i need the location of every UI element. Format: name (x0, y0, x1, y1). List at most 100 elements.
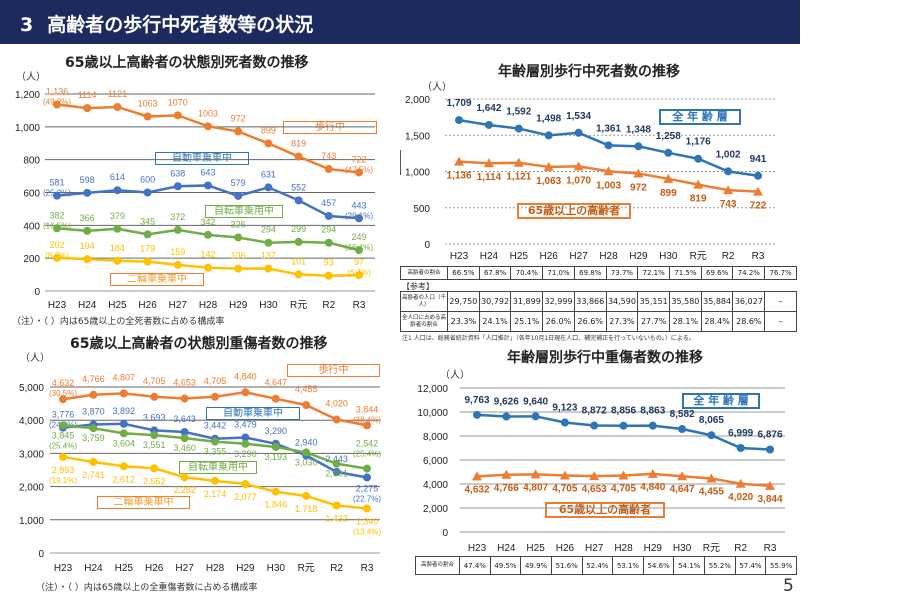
cell: 66.5% (447, 266, 480, 280)
data-point (663, 173, 674, 183)
data-point (619, 421, 628, 430)
legend-bicycle: 自転車乗用中 (205, 205, 283, 218)
data-point (363, 473, 371, 482)
data-label: 3,870 (82, 407, 105, 417)
y-tick-label: 4,000 (423, 480, 448, 491)
chart-3: 0 500 1,000 1,500 2,000 H23 H24 H25 H26 H27 H28 H29… (405, 95, 775, 262)
data-label: 1070 (168, 97, 188, 107)
chart1-unit: （人） (16, 72, 46, 83)
data-label: 3,759 (82, 433, 105, 443)
data-label: 722 (351, 154, 366, 164)
data-point (502, 412, 511, 421)
x-tick-label: H26 (138, 300, 157, 311)
y-tick-label: 1,500 (405, 131, 430, 142)
data-point (647, 468, 658, 478)
x-tick-label: H29 (629, 251, 648, 262)
data-label: 3,030 (295, 457, 318, 467)
y-tick-label: 3,000 (19, 449, 44, 460)
data-label: 9,123 (552, 403, 577, 414)
x-tick-label: H23 (48, 300, 67, 311)
data-label: 1,258 (656, 131, 681, 142)
data-point (664, 148, 673, 157)
chart1-title: 65歳以上高齢者の状態別死者数の推移 (65, 55, 309, 71)
data-point (332, 467, 341, 476)
x-tick-label: H26 (556, 543, 575, 554)
cell: 26.0% (542, 311, 575, 332)
y-tick-label: 600 (23, 189, 40, 200)
data-point (119, 429, 128, 438)
legend-walking: 歩行中 (283, 121, 377, 134)
data-point (363, 504, 371, 513)
table-row: 全人口に占める高齢者の割合 23.3% 24.1% 25.1% 26.0% 26.6% 2… (400, 311, 797, 332)
percent-label: (13.4%) (353, 528, 381, 537)
data-label: 8,863 (640, 406, 665, 417)
data-point (83, 255, 92, 264)
data-label: 294 (261, 225, 276, 235)
y-tick-label: 0 (424, 240, 430, 251)
row-label: 全人口に占める高齢者の割合 (400, 311, 448, 332)
data-point (53, 191, 61, 200)
data-label: 643 (200, 167, 215, 177)
data-label: 552 (291, 182, 306, 192)
data-label: 137 (261, 251, 276, 261)
data-label: 1,718 (295, 504, 318, 514)
y-tick-label: 5,000 (19, 383, 44, 394)
data-point (324, 238, 333, 247)
x-tick-label: H30 (259, 300, 278, 311)
data-point (736, 444, 745, 453)
data-label: 1,642 (476, 103, 501, 114)
x-tick-label: H27 (585, 543, 604, 554)
x-tick-label: H25 (510, 251, 529, 262)
data-point (604, 141, 613, 150)
data-point (241, 433, 250, 442)
data-point (271, 394, 280, 403)
data-label: 4,705 (204, 376, 227, 386)
data-point (589, 471, 600, 481)
data-point (332, 415, 341, 424)
chart-1: 0 200 400 600 800 1,000 1,200 H23 H24 H25 H26 H27 H2… (15, 87, 375, 311)
data-point (173, 111, 182, 120)
y-tick-label: 12,000 (417, 384, 448, 395)
data-label: 2,542 (356, 439, 379, 449)
data-label: 581 (49, 178, 64, 188)
data-point (754, 171, 762, 180)
series-line (476, 413, 771, 451)
data-label: 3,604 (113, 438, 136, 448)
y-tick-label: 0 (442, 528, 448, 539)
section-title: 高齢者の歩行中死者数等の状況 (47, 14, 314, 36)
data-label: 2,282 (173, 485, 196, 495)
y-tick-label: 0 (38, 549, 44, 560)
data-label: 2,443 (325, 454, 348, 464)
percent-label: (29.1%) (345, 211, 373, 220)
x-tick-label: H28 (614, 543, 633, 554)
data-label: 2,940 (295, 437, 318, 447)
percent-label: (16.5%) (43, 221, 71, 230)
data-point (143, 230, 152, 239)
data-label: 600 (140, 175, 155, 185)
x-tick-label: R元 (690, 251, 707, 262)
row-label: 高齢者の割合 (400, 266, 448, 280)
data-point (678, 425, 687, 434)
row-label: 高齢者の割合 (415, 556, 460, 575)
legend-all-ages: 全 年 齢 層 (682, 393, 760, 409)
cell: 55.2% (704, 556, 736, 575)
data-point (543, 161, 554, 171)
data-point (211, 476, 219, 485)
cell: 55.9% (765, 556, 797, 575)
y-tick-label: 2,000 (19, 483, 44, 494)
data-label: 614 (110, 172, 125, 182)
y-tick-label: 6,000 (423, 456, 448, 467)
y-tick-label: 8,000 (423, 432, 448, 443)
y-tick-label: 10,000 (417, 408, 448, 419)
percent-label: (19.1%) (49, 476, 77, 485)
data-label: 4,020 (728, 492, 753, 503)
data-point (180, 428, 189, 437)
data-point (113, 102, 122, 111)
data-label: 638 (170, 168, 185, 178)
chart-2: 0 1,000 2,000 3,000 4,000 5,000 H23 H24 H25 H26 H2… (19, 371, 381, 574)
x-tick-label: H26 (540, 251, 559, 262)
data-point (723, 185, 734, 195)
data-point (119, 389, 128, 398)
cell: 27.3% (605, 311, 639, 332)
data-point (355, 168, 363, 177)
